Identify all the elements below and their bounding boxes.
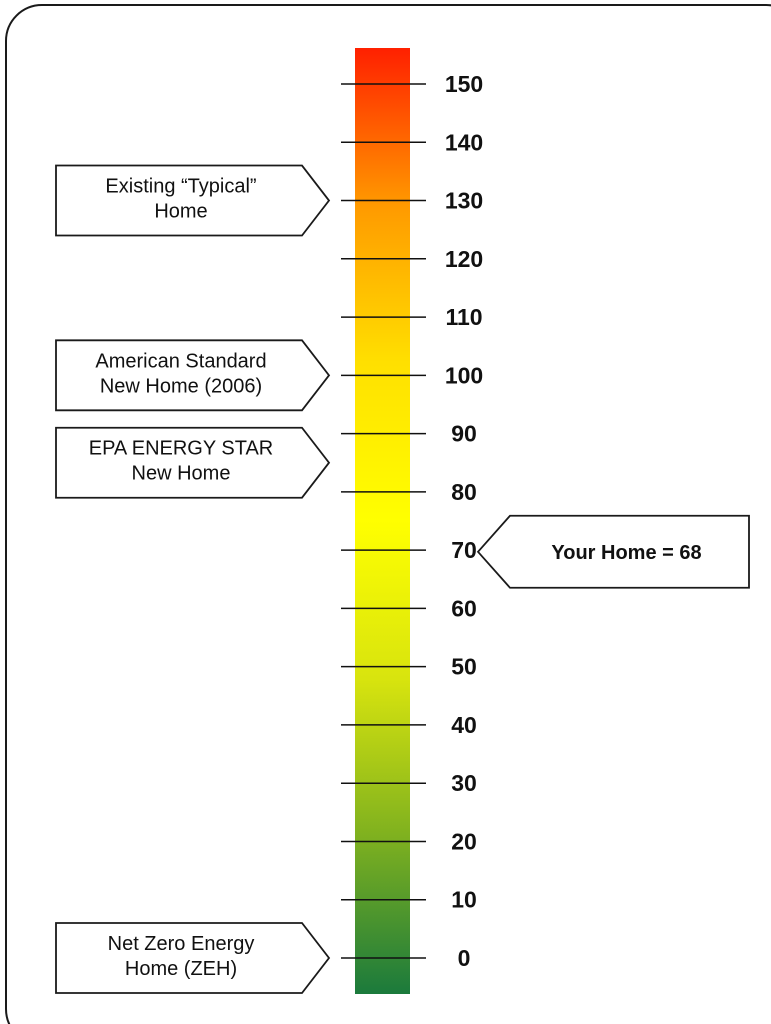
tick-label-120: 120 — [445, 246, 483, 272]
tick-label-10: 10 — [451, 887, 477, 913]
tick-label-80: 80 — [451, 479, 477, 505]
tick-label-90: 90 — [451, 421, 477, 447]
right-callout-label: Your Home = 68 — [551, 542, 701, 564]
left-callouts-layer: Existing “Typical” Home American Standard N… — [55, 164, 331, 994]
tick-label-150: 150 — [445, 71, 483, 97]
tick-label-100: 100 — [445, 362, 483, 388]
left-callout-text-0-0: Existing “Typical” — [105, 176, 256, 198]
tick-label-140: 140 — [445, 129, 483, 155]
tick-label-70: 70 — [451, 537, 477, 563]
right-callout-shape — [476, 514, 750, 589]
left-callout-text-1-0: American Standard — [95, 350, 266, 372]
left-callout-text-2-1: New Home — [132, 463, 231, 485]
left-callout-2: EPA ENERGY STAR New Home — [55, 426, 331, 499]
tick-label-0: 0 — [458, 945, 471, 971]
right-callout-layer: Your Home = 68 — [476, 514, 750, 589]
left-callout-text-3-0: Net Zero Energy — [108, 933, 255, 955]
left-callout-1: American Standard New Home (2006) — [55, 339, 331, 412]
left-callout-shape-0 — [55, 164, 331, 237]
tick-label-30: 30 — [451, 770, 477, 796]
left-callout-0: Existing “Typical” Home — [55, 164, 331, 237]
tick-label-130: 130 — [445, 188, 483, 214]
left-callout-shape-3 — [55, 922, 331, 994]
right-callout: Your Home = 68 — [476, 514, 750, 589]
left-callout-shape-2 — [55, 426, 331, 499]
left-callout-text-3-1: Home (ZEH) — [125, 958, 237, 980]
left-callout-shape-1 — [55, 339, 331, 412]
tick-label-110: 110 — [445, 304, 482, 330]
tick-label-60: 60 — [451, 595, 477, 621]
tick-label-40: 40 — [451, 712, 477, 738]
ticks-layer: 0 10 20 30 40 50 60 70 80 90 100 110 120 130 140 150 — [341, 71, 483, 971]
tick-label-20: 20 — [451, 828, 477, 854]
tick-label-50: 50 — [451, 654, 477, 680]
left-callout-3: Net Zero Energy Home (ZEH) — [55, 922, 331, 994]
left-callout-text-2-0: EPA ENERGY STAR — [89, 438, 274, 460]
left-callout-text-0-1: Home — [154, 201, 207, 223]
scale-gradient-bar — [355, 48, 410, 994]
left-callout-text-1-1: New Home (2006) — [100, 375, 262, 397]
